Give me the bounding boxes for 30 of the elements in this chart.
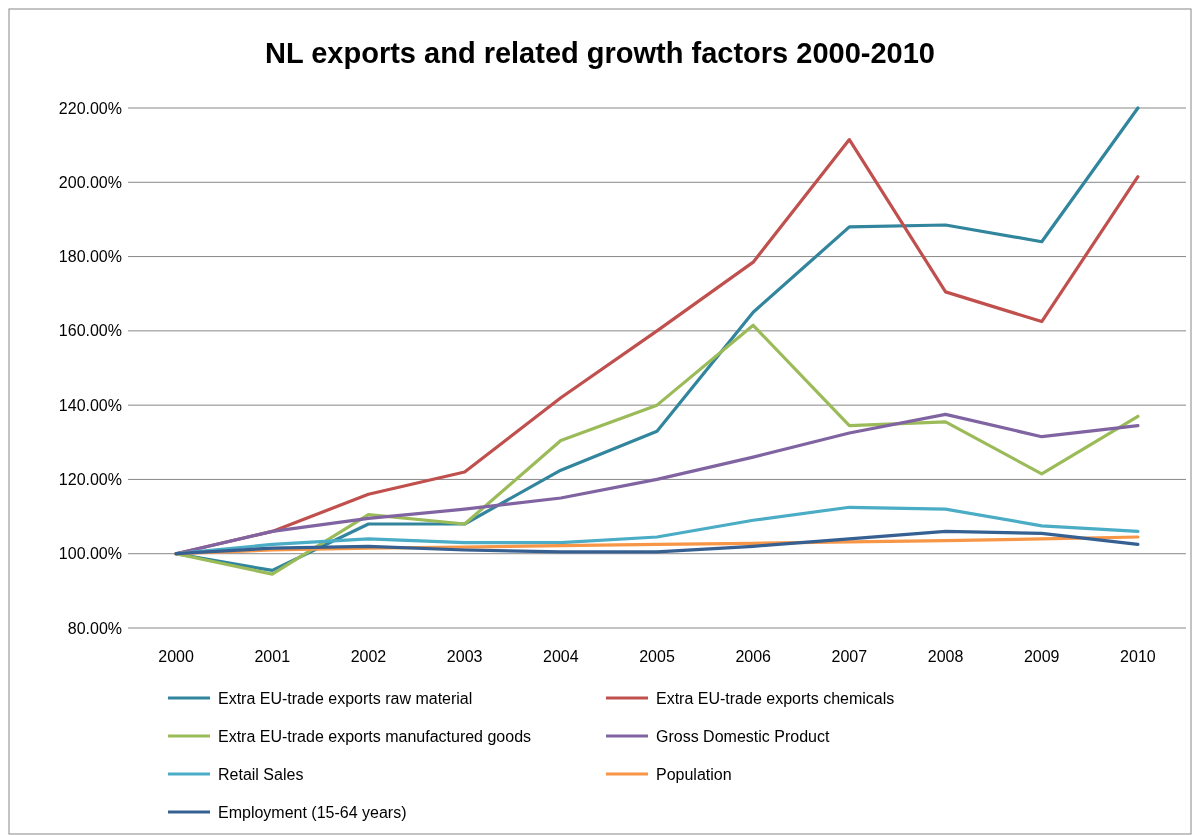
y-tick-label: 220.00% [58, 99, 122, 117]
x-tick-label: 2009 [1023, 648, 1060, 665]
legend-label: Extra EU-trade exports manufactured goods [218, 727, 532, 745]
legend-label: Employment (15-64 years) [218, 803, 407, 821]
y-tick-label: 140.00% [58, 396, 122, 414]
x-tick-label: 2007 [831, 648, 868, 665]
y-tick-label: 200.00% [58, 173, 122, 191]
x-tick-label: 2000 [158, 648, 194, 665]
x-tick-label: 2001 [254, 648, 291, 665]
x-tick-label: 2005 [639, 648, 675, 665]
legend-label: Extra EU-trade exports raw material [218, 689, 473, 707]
x-tick-label: 2004 [543, 648, 579, 665]
y-tick-label: 120.00% [58, 471, 122, 489]
x-tick-label: 2006 [735, 648, 772, 665]
line-series [174, 412, 1140, 556]
x-tick-label: 2010 [1120, 648, 1156, 665]
y-tick-label: 100.00% [58, 545, 122, 563]
legend-label: Gross Domestic Product [656, 727, 830, 745]
legend-label: Population [656, 765, 732, 783]
y-tick-label: 80.00% [67, 619, 122, 637]
line-series [174, 323, 1140, 576]
y-tick-label: 180.00% [58, 248, 122, 266]
chart-title: NL exports and related growth factors 2000-2010 [265, 37, 935, 69]
legend-label: Retail Sales [218, 765, 304, 783]
y-tick-label: 160.00% [58, 322, 122, 340]
line-series [174, 529, 1140, 556]
x-tick-label: 2008 [927, 648, 964, 665]
x-tick-label: 2002 [350, 648, 387, 665]
legend-label: Extra EU-trade exports chemicals [656, 689, 895, 707]
x-tick-label: 2003 [446, 648, 483, 665]
